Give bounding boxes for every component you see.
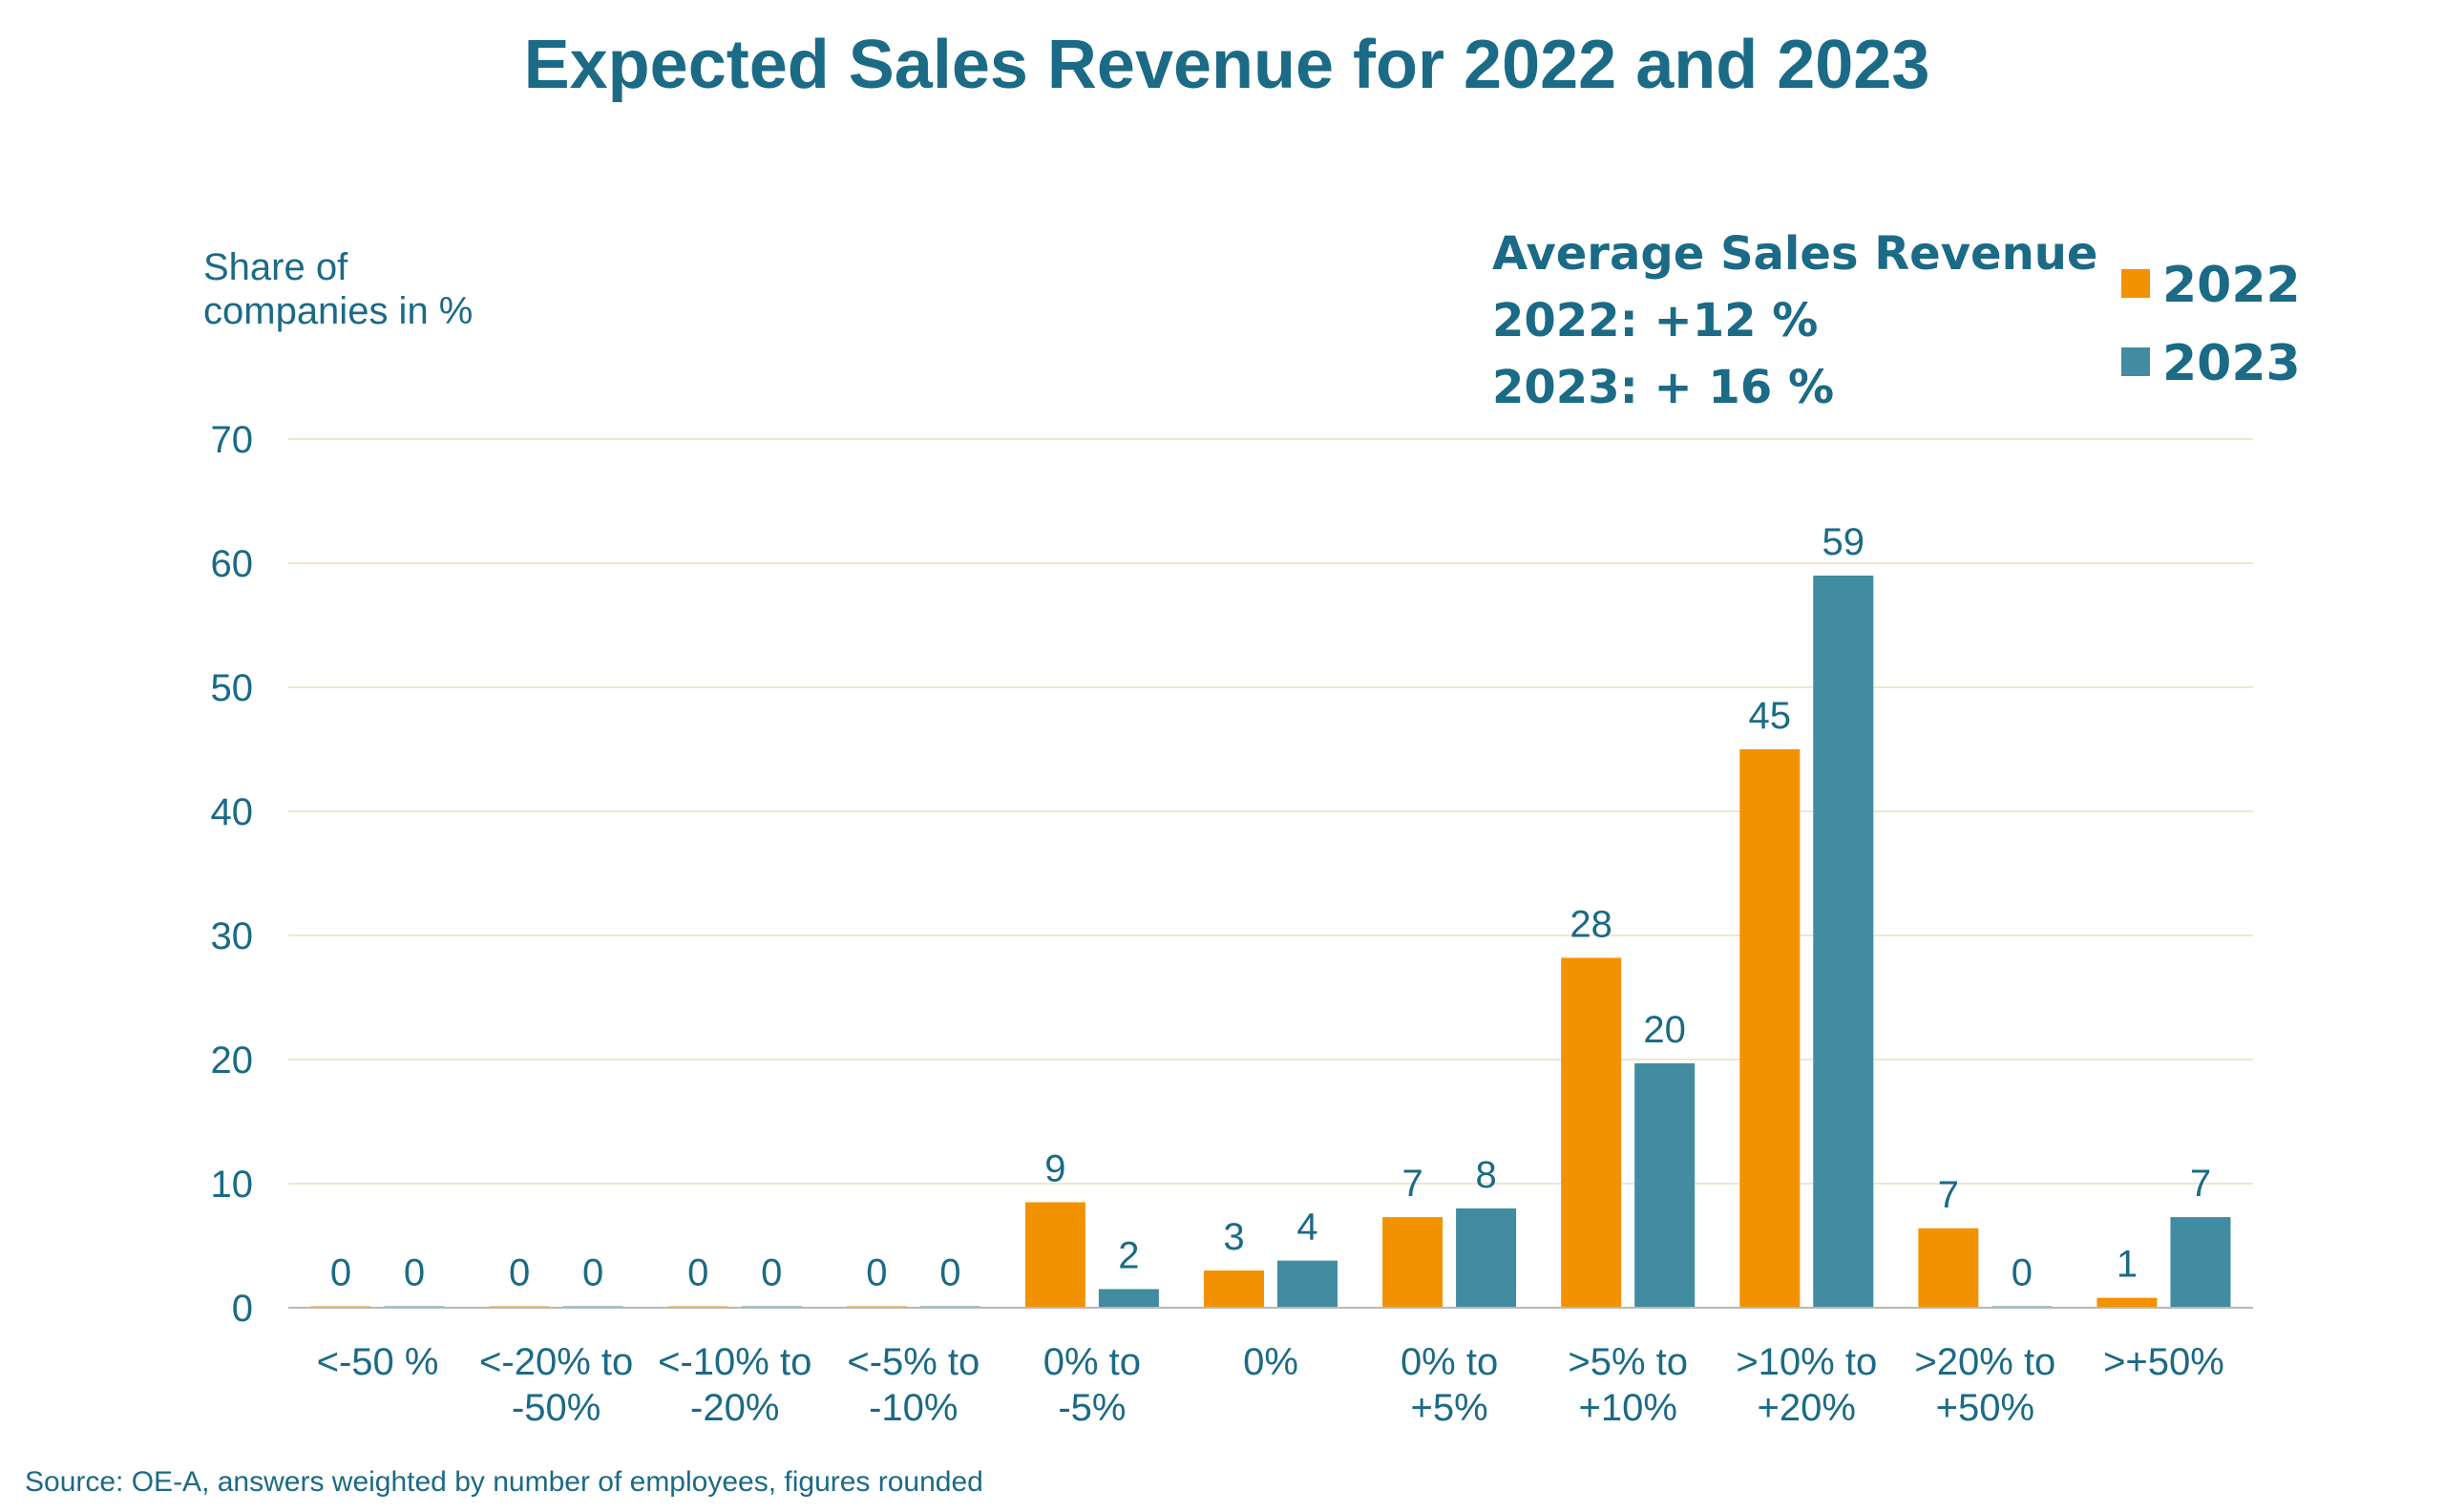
legend: 2022 2023 <box>2121 257 2301 392</box>
y-tick-label: 50 <box>211 667 254 709</box>
y-axis-ticks: 0 10 20 30 40 50 60 70 <box>211 419 254 1330</box>
legend-label-2022: 2022 <box>2162 257 2301 314</box>
bar-2022-4 <box>1024 1202 1085 1308</box>
data-label-2022-4: 9 <box>1044 1148 1065 1190</box>
data-label-2022-8: 45 <box>1749 695 1792 737</box>
data-label-2022-1: 0 <box>509 1252 530 1294</box>
data-label-2022-6: 7 <box>1401 1163 1422 1205</box>
x-category-label: >+50% <box>2103 1341 2224 1383</box>
bar-2023-8 <box>1813 576 1874 1308</box>
bar-2023-4 <box>1098 1289 1159 1308</box>
y-tick-label: 20 <box>211 1040 254 1082</box>
bar-2022-10 <box>2096 1297 2158 1308</box>
legend-label-2023: 2023 <box>2162 335 2301 392</box>
x-category-label: >10% to <box>1736 1341 1877 1383</box>
data-labels: 0 0 0 0 0 0 0 0 9 2 3 4 7 8 28 20 45 59 7 0 1 7 <box>330 521 2211 1294</box>
bar-2022-8 <box>1739 749 1801 1308</box>
data-label-2022-7: 28 <box>1570 903 1612 945</box>
data-label-2023-9: 0 <box>2012 1252 2033 1294</box>
x-category-label: -10% <box>869 1387 958 1429</box>
x-category-label: >20% to <box>1914 1341 2055 1383</box>
x-category-label: 0% to <box>1401 1341 1498 1383</box>
y-axis-label-line-2: companies in % <box>203 290 473 332</box>
annotation-line-2: 2022: +12 % <box>1492 294 1818 347</box>
bar-2023-5 <box>1277 1260 1338 1308</box>
annotation-line-1: Average Sales Revenue <box>1492 227 2097 281</box>
bar-2023-6 <box>1456 1208 1517 1308</box>
x-category-label: +5% <box>1411 1387 1488 1429</box>
data-label-2022-3: 0 <box>866 1252 887 1294</box>
data-label-2023-8: 59 <box>1822 521 1865 563</box>
x-category-label: <-10% to <box>658 1341 811 1383</box>
data-label-2022-2: 0 <box>687 1252 708 1294</box>
x-axis-categories: <-50 % <-20% to-50% <-10% to-20% <-5% to-10… <box>317 1341 2224 1429</box>
data-label-2023-7: 20 <box>1643 1009 1686 1051</box>
data-label-2023-10: 7 <box>2190 1163 2211 1205</box>
data-label-2023-4: 2 <box>1118 1235 1139 1277</box>
data-label-2023-5: 4 <box>1296 1207 1317 1249</box>
data-label-2022-10: 1 <box>2117 1244 2138 1286</box>
y-tick-label: 10 <box>211 1164 254 1206</box>
x-category-label: -20% <box>690 1387 779 1429</box>
data-label-2022-9: 7 <box>1938 1174 1959 1216</box>
x-category-label: >5% to <box>1568 1341 1688 1383</box>
data-label-2023-6: 8 <box>1475 1154 1496 1196</box>
data-label-2023-0: 0 <box>404 1252 425 1294</box>
x-category-label: <-5% to <box>847 1341 980 1383</box>
x-category-label: 0% <box>1243 1341 1298 1383</box>
x-category-label: <-50 % <box>317 1341 439 1383</box>
legend-swatch-2022 <box>2121 269 2150 298</box>
data-label-2022-0: 0 <box>330 1252 351 1294</box>
bar-2023-7 <box>1634 1062 1696 1308</box>
legend-swatch-2023 <box>2121 347 2150 376</box>
y-axis-label-line-1: Share of <box>203 246 348 288</box>
bar-2022-5 <box>1204 1270 1264 1308</box>
x-category-label: 0% to <box>1043 1341 1141 1383</box>
y-tick-label: 60 <box>211 543 254 585</box>
data-label-2022-5: 3 <box>1223 1216 1244 1258</box>
bar-2022-6 <box>1382 1217 1443 1308</box>
data-label-2023-2: 0 <box>761 1252 782 1294</box>
bar-2022-7 <box>1561 957 1622 1308</box>
data-label-2023-3: 0 <box>939 1252 960 1294</box>
x-category-label: +20% <box>1758 1387 1856 1429</box>
bar-2022-9 <box>1918 1228 1979 1308</box>
source-note: Source: OE-A, answers weighted by number… <box>25 1466 983 1498</box>
annotation-line-3: 2023: + 16 % <box>1492 361 1834 414</box>
x-category-label: +50% <box>1936 1387 2034 1429</box>
bar-2023-10 <box>2170 1217 2231 1308</box>
data-label-2023-1: 0 <box>582 1252 603 1294</box>
gridlines <box>288 438 2253 1185</box>
x-category-label: +10% <box>1578 1387 1676 1429</box>
x-category-label: <-20% to <box>479 1341 633 1383</box>
y-tick-label: 30 <box>211 915 254 957</box>
bars <box>310 576 2231 1308</box>
y-tick-label: 0 <box>232 1288 253 1330</box>
x-category-label: -5% <box>1058 1387 1126 1429</box>
x-category-label: -50% <box>512 1387 600 1429</box>
chart-title: Expected Sales Revenue for 2022 and 2023 <box>524 27 1930 103</box>
y-tick-label: 40 <box>211 791 254 833</box>
y-tick-label: 70 <box>211 419 254 461</box>
